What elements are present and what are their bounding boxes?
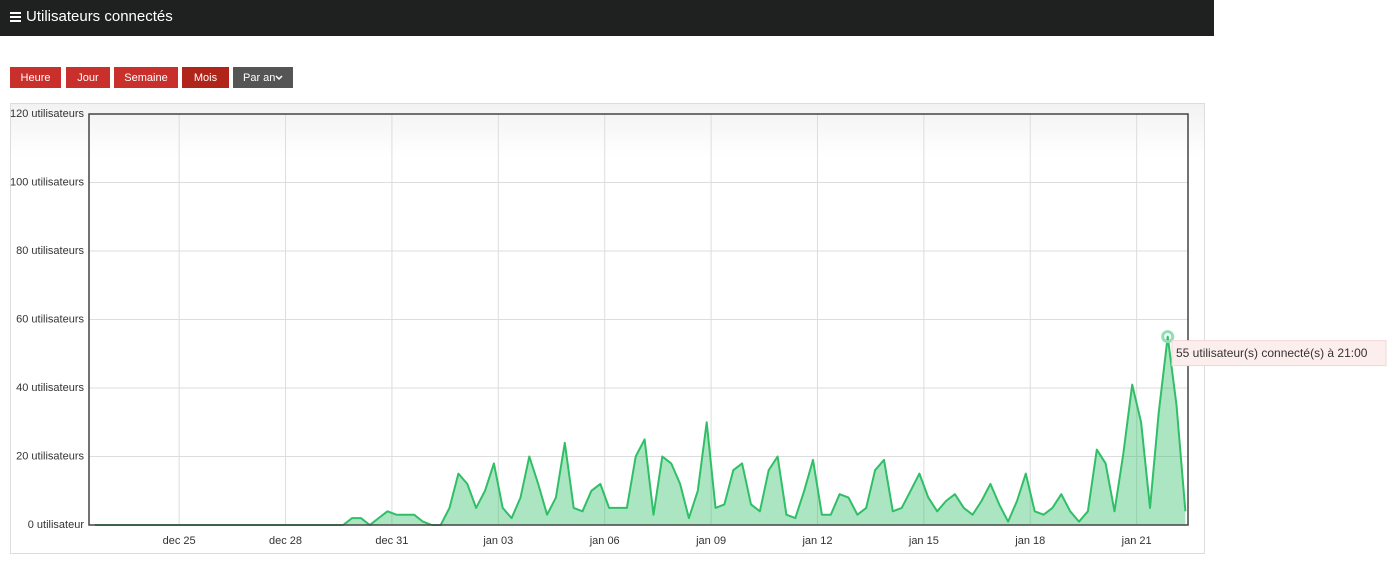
x-tick-label: dec 25 xyxy=(163,535,196,547)
x-tick-label: jan 06 xyxy=(589,535,620,547)
dropdown-button[interactable]: Par an xyxy=(233,67,293,88)
button-label: Par an xyxy=(243,72,275,84)
button[interactable]: Mois xyxy=(182,67,229,88)
y-tick-label: 80 utilisateurs xyxy=(16,245,84,257)
plot: 0 utilisateur 20 utilisateurs 40 utilisate… xyxy=(10,108,1387,547)
x-tick-label: dec 31 xyxy=(375,535,408,547)
tooltip-text: 55 utilisateur(s) connecté(s) à 21:00 xyxy=(1176,346,1368,360)
button[interactable]: Heure xyxy=(10,67,61,88)
y-tick-label: 0 utilisateur xyxy=(28,519,85,531)
button[interactable]: Jour xyxy=(66,67,110,88)
y-tick-label: 60 utilisateurs xyxy=(16,313,84,325)
x-tick-label: dec 28 xyxy=(269,535,302,547)
top-bar xyxy=(0,0,1214,36)
button-label: Semaine xyxy=(124,72,167,84)
page-title: Utilisateurs connectés xyxy=(26,8,173,25)
button-label: Heure xyxy=(21,72,51,84)
plot-frame xyxy=(88,113,1189,526)
area xyxy=(94,336,1186,525)
hover-marker xyxy=(1161,330,1175,344)
x-tick-label: jan 15 xyxy=(908,535,939,547)
button-label: Jour xyxy=(77,72,99,84)
x-tick-label: jan 21 xyxy=(1121,535,1152,547)
x-tick-label: jan 03 xyxy=(482,535,513,547)
y-tick-label: 20 utilisateurs xyxy=(16,450,84,462)
y-tick-label: 40 utilisateurs xyxy=(16,382,84,394)
x-tick-label: jan 18 xyxy=(1014,535,1045,547)
tooltip xyxy=(1171,340,1387,367)
menu-icon[interactable] xyxy=(10,12,21,22)
button[interactable]: Semaine xyxy=(114,67,178,88)
x-tick-label: jan 12 xyxy=(801,535,832,547)
y-tick-label: 100 utilisateurs xyxy=(10,176,84,188)
x-tick-label: jan 09 xyxy=(695,535,726,547)
y-tick-label: 120 utilisateurs xyxy=(10,108,84,120)
button-label: Mois xyxy=(194,72,218,84)
chart-panel xyxy=(10,103,1205,554)
